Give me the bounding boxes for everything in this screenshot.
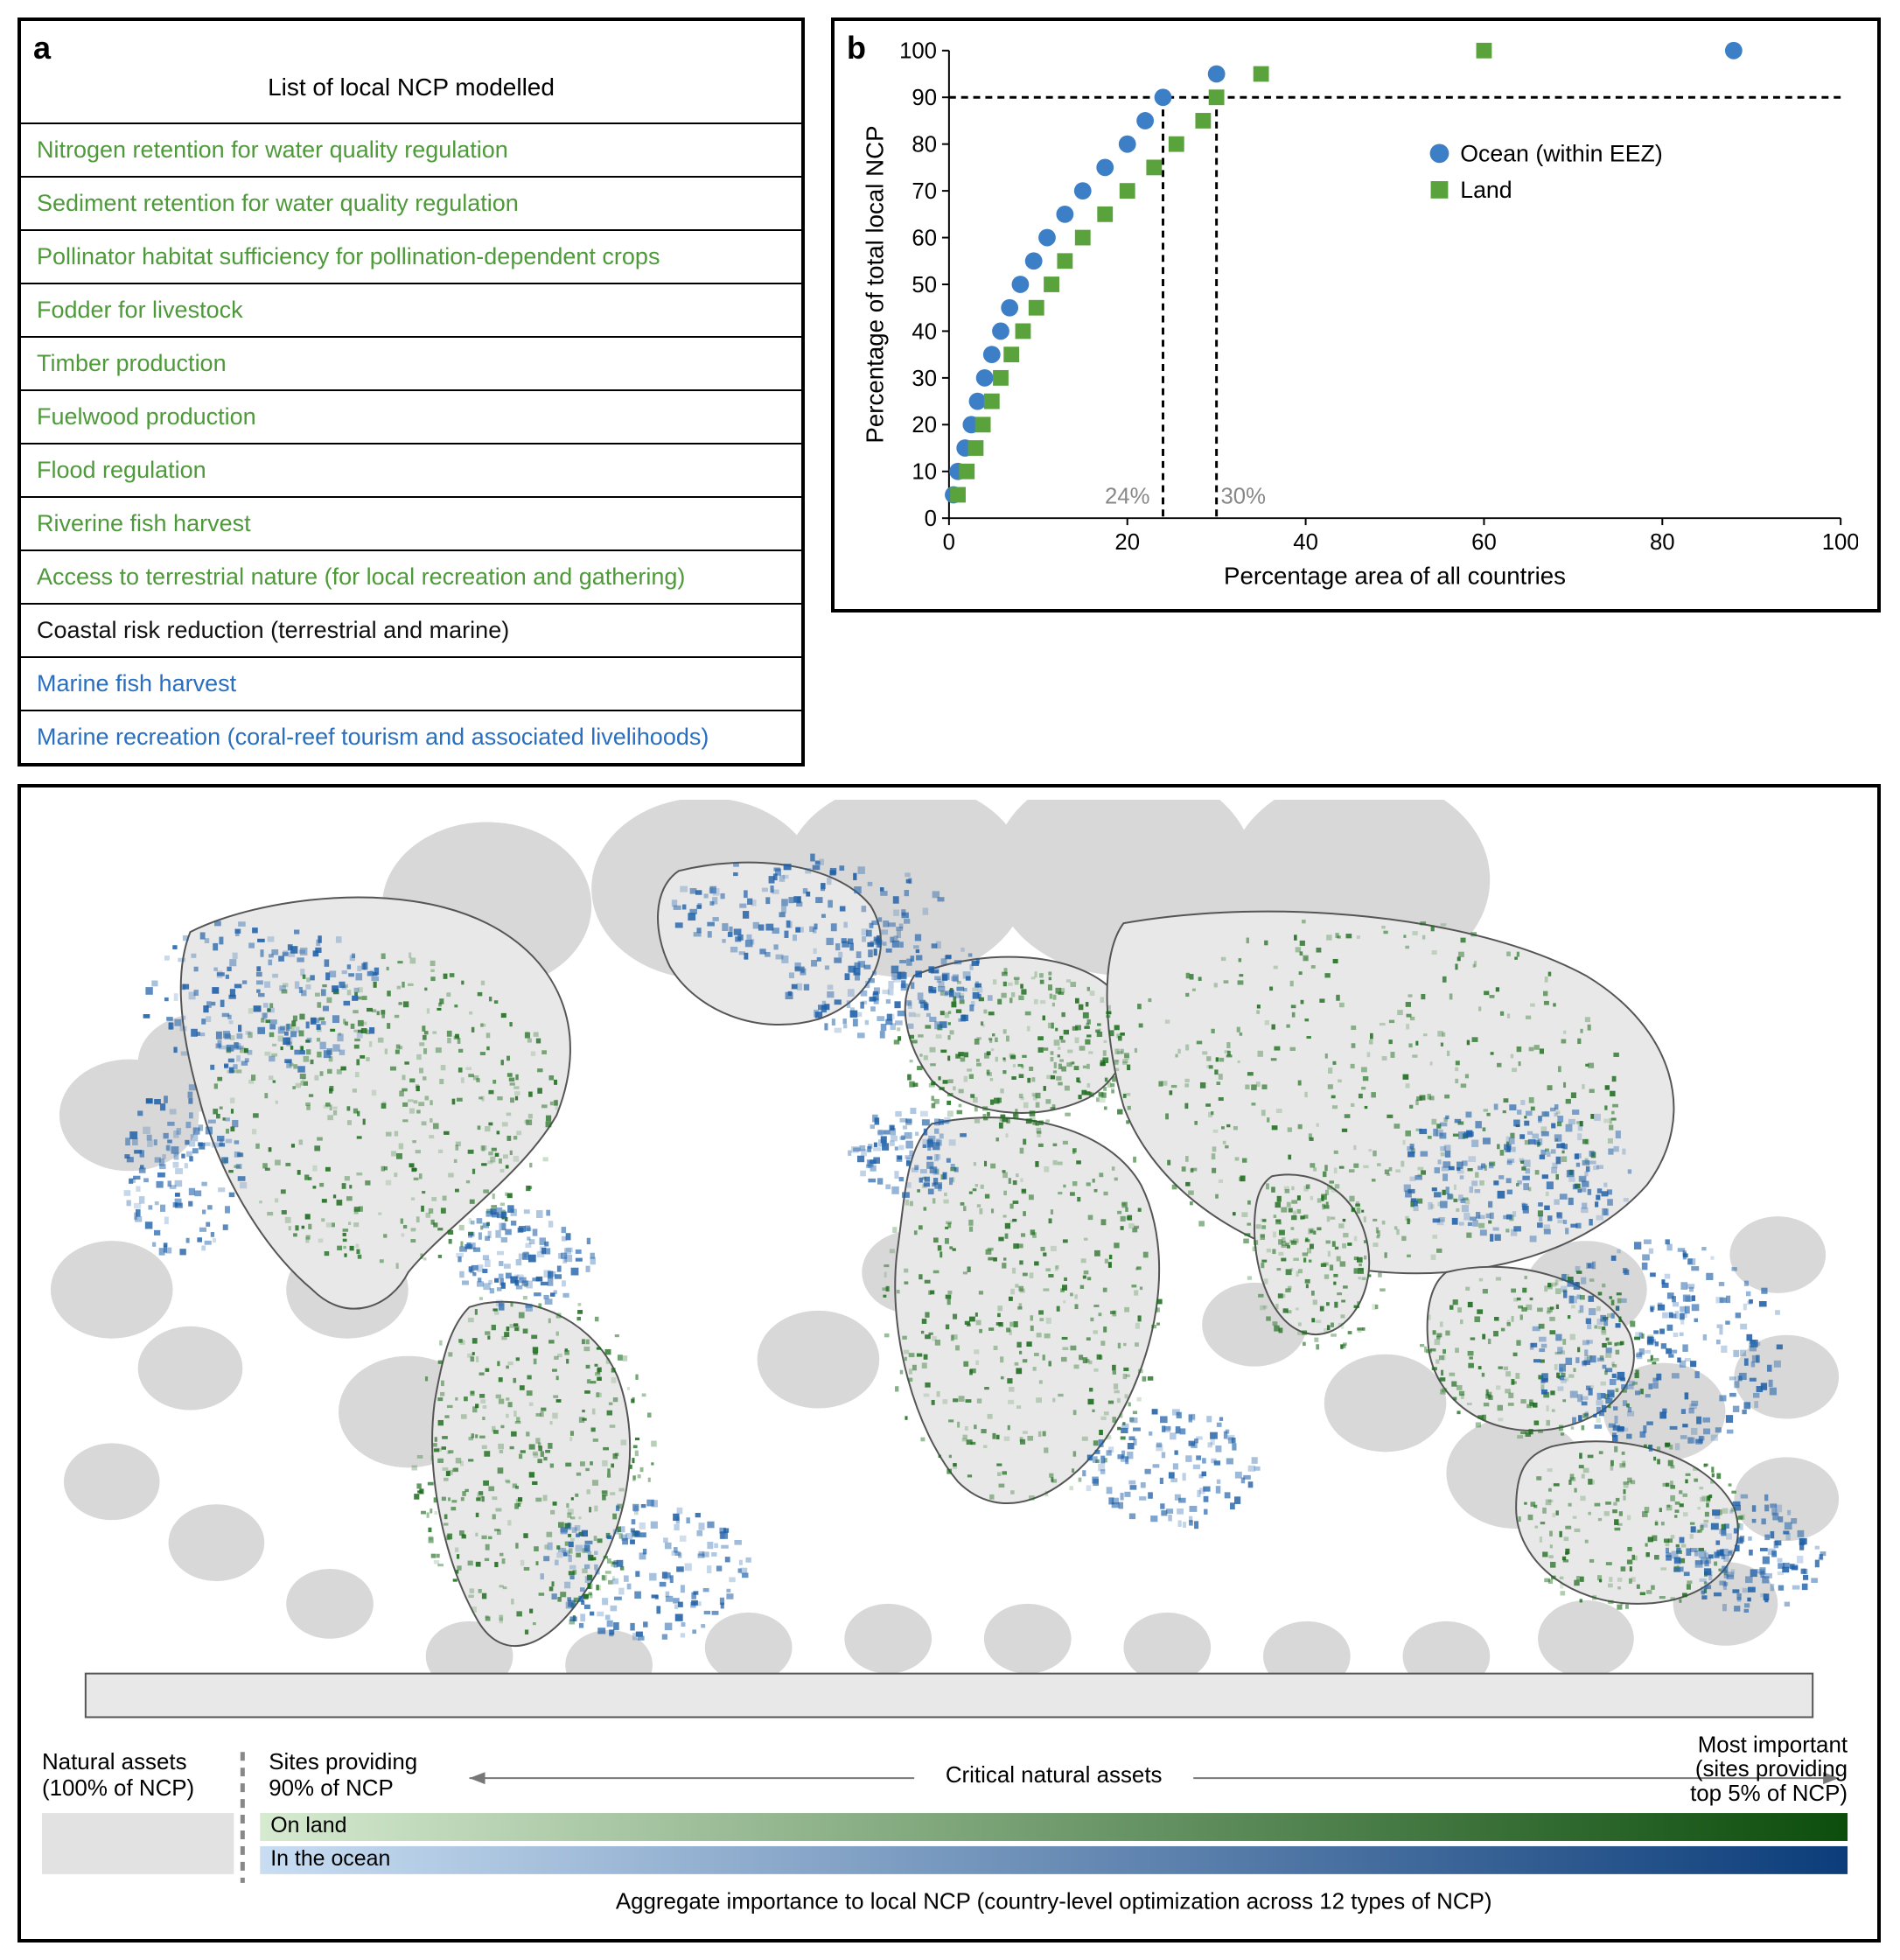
map-legend-svg: Natural assets(100% of NCP) Sites providi… [33,1734,1865,1927]
svg-text:On land: On land [270,1813,346,1838]
svg-text:90% of NCP: 90% of NCP [269,1776,394,1801]
panel-b-chart: b 0204060801000102030405060708090100Perc… [831,18,1881,612]
svg-text:100: 100 [1822,530,1858,555]
svg-text:Aggregate importance to local: Aggregate importance to local NCP (count… [616,1890,1492,1914]
svg-text:60: 60 [1471,530,1497,555]
svg-text:40: 40 [912,319,937,344]
svg-text:Ocean (within EEZ): Ocean (within EEZ) [1460,140,1663,166]
ncp-row: Coastal risk reduction (terrestrial and … [21,603,801,656]
svg-text:Sites providing: Sites providing [269,1750,417,1774]
svg-text:50: 50 [912,273,937,298]
svg-text:top 5% of NCP): top 5% of NCP) [1690,1782,1848,1806]
ncp-row: Fuelwood production [21,389,801,443]
ncp-row: Timber production [21,336,801,389]
svg-text:10: 10 [912,460,937,485]
svg-text:20: 20 [1114,530,1140,555]
svg-text:0: 0 [943,530,955,555]
ncp-row: Sediment retention for water quality reg… [21,176,801,229]
panel-c-map: c Natural assets(100% of NCP)Sites provi… [17,784,1881,1942]
svg-text:Most important: Most important [1698,1734,1848,1757]
ncp-row: Fodder for livestock [21,283,801,336]
svg-text:20: 20 [912,413,937,438]
panel-a-label: a [33,30,51,66]
svg-text:24%: 24% [1105,485,1149,509]
ncp-row: Riverine fish harvest [21,496,801,550]
scatter-chart-svg: 0 20 40 60 80 100 0 10 20 30 40 50 60 70 80 90 100 Percen… [854,33,1858,596]
ncp-row: Nitrogen retention for water quality reg… [21,122,801,176]
svg-text:Percentage of total local NCP: Percentage of total local NCP [862,125,889,443]
svg-text:80: 80 [912,133,937,158]
svg-text:Land: Land [1460,177,1512,203]
svg-text:Percentage area of all countri: Percentage area of all countries [1224,562,1566,589]
panel-a-table: a List of local NCP modelled Nitrogen re… [17,18,805,766]
svg-text:Critical natural assets: Critical natural assets [946,1763,1163,1788]
world-map-svg [33,800,1865,1727]
ncp-row: Pollinator habitat sufficiency for polli… [21,229,801,283]
svg-text:40: 40 [1293,530,1318,555]
ncp-row: Marine recreation (coral-reef tourism an… [21,710,801,763]
svg-text:In the ocean: In the ocean [270,1846,390,1871]
ncp-row: Flood regulation [21,443,801,496]
svg-text:(100% of NCP): (100% of NCP) [42,1776,194,1801]
ncp-list: Nitrogen retention for water quality reg… [21,122,801,763]
svg-text:(sites providing: (sites providing [1695,1757,1848,1782]
svg-text:90: 90 [912,86,937,110]
svg-text:70: 70 [912,179,937,204]
svg-text:30%: 30% [1220,485,1265,509]
panel-a-title: List of local NCP modelled [21,21,801,122]
ncp-row: Access to terrestrial nature (for local … [21,550,801,603]
svg-text:0: 0 [925,507,937,531]
svg-text:60: 60 [912,226,937,250]
svg-text:80: 80 [1650,530,1675,555]
ncp-row: Marine fish harvest [21,656,801,710]
svg-text:30: 30 [912,367,937,391]
svg-text:Natural assets: Natural assets [42,1750,187,1774]
svg-text:100: 100 [899,39,937,64]
